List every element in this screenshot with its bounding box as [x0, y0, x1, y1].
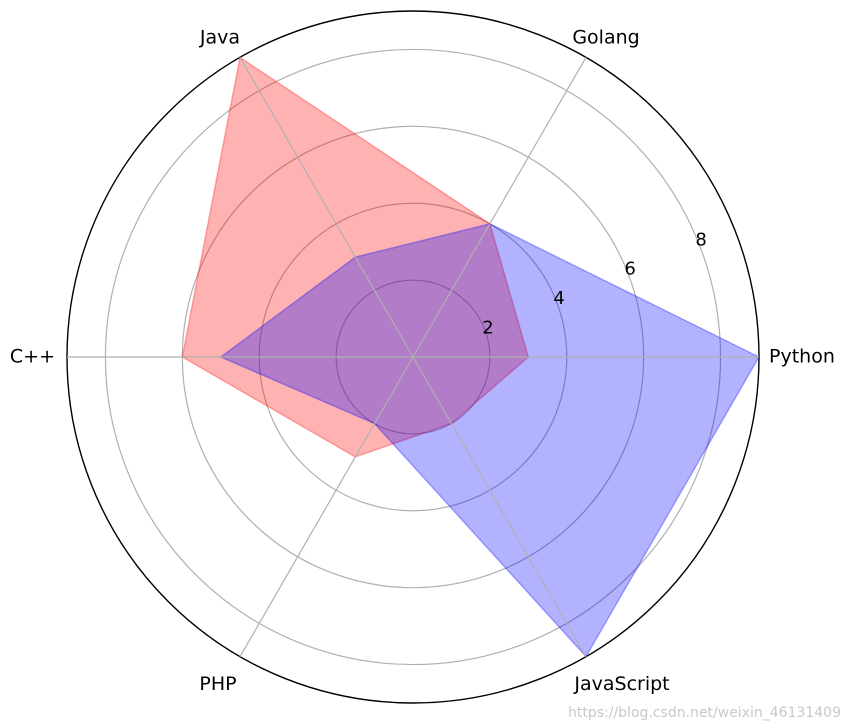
r-tick-label-8: 8 [695, 229, 706, 250]
axis-label-php: PHP [199, 673, 236, 695]
watermark: https://blog.csdn.net/weixin_46131409 [567, 705, 841, 721]
axis-label-c-: C++ [10, 346, 55, 368]
axis-label-javascript: JavaScript [573, 673, 669, 695]
r-tick-label-6: 6 [624, 259, 635, 280]
axis-label-java: Java [199, 26, 240, 48]
labels: Python Golang Java C++ PHP JavaScript 2 4 6 8 [10, 26, 835, 695]
axis-label-golang: Golang [572, 26, 639, 48]
axis-label-python: Python [769, 346, 835, 368]
spoke-java [239, 57, 414, 358]
r-tick-label-2: 2 [482, 318, 493, 339]
r-tick-label-4: 4 [553, 288, 564, 309]
spokes [67, 57, 759, 657]
spoke-javascript [412, 356, 587, 657]
spoke-golang [412, 57, 587, 358]
spoke-php [239, 356, 414, 657]
